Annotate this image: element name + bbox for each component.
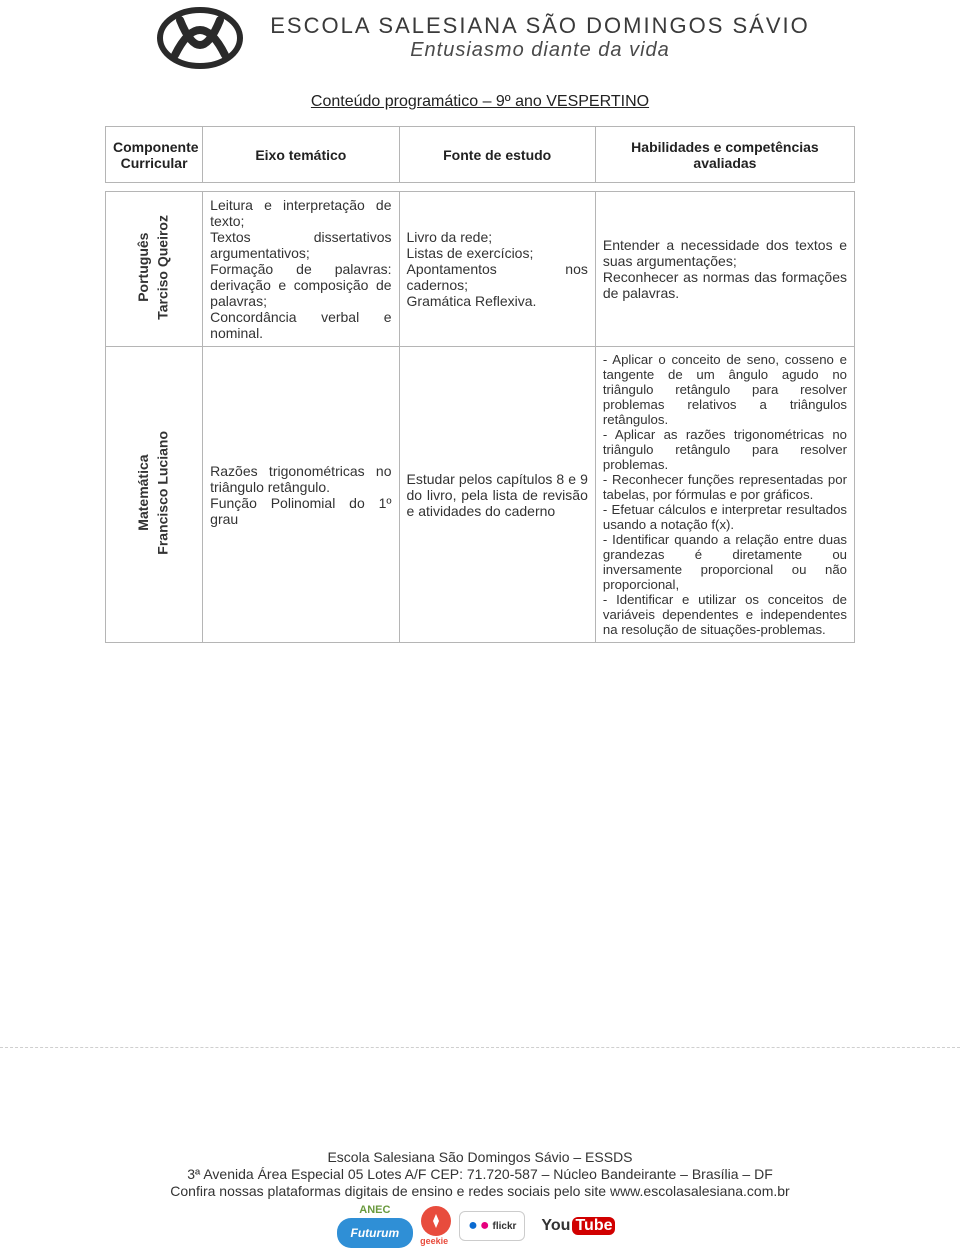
document-title: Conteúdo programático – 9º ano VESPERTIN…: [0, 93, 960, 111]
anec-logo: ANEC: [359, 1204, 390, 1216]
cell-eixo: Leitura e interpretação de texto; Textos…: [203, 192, 399, 347]
footer-line-1: Escola Salesiana São Domingos Sávio – ES…: [0, 1149, 960, 1165]
cell-component: Português Tarciso Queiroz: [106, 192, 203, 347]
curriculum-table-wrap: Componente Curricular Eixo temático Font…: [105, 126, 855, 643]
youtube-you: You: [541, 1217, 570, 1235]
col-habilidades: Habilidades e competências avaliadas: [595, 127, 854, 183]
curriculum-table: Componente Curricular Eixo temático Font…: [105, 126, 855, 643]
header: ESCOLA SALESIANA SÃO DOMINGOS SÁVIO Entu…: [0, 0, 960, 75]
col-fonte: Fonte de estudo: [399, 127, 595, 183]
col-eixo: Eixo temático: [203, 127, 399, 183]
anec-futurum-block: ANEC Futurum: [337, 1204, 414, 1248]
table-row: Matemática Francisco Luciano Razões trig…: [106, 347, 855, 643]
cell-habilidades: Entender a necessidade dos textos e suas…: [595, 192, 854, 347]
school-logo: [150, 0, 250, 75]
component-label: Português Tarciso Queiroz: [134, 215, 173, 320]
school-name: ESCOLA SALESIANA SÃO DOMINGOS SÁVIO: [270, 13, 810, 39]
flickr-logo: ●●flickr: [459, 1211, 525, 1241]
school-slogan: Entusiasmo diante da vida: [270, 39, 810, 62]
geekie-block: geekie: [421, 1206, 451, 1246]
table-row: Português Tarciso Queiroz Leitura e inte…: [106, 192, 855, 347]
youtube-logo: YouTube: [533, 1211, 623, 1241]
geekie-icon: [421, 1206, 451, 1236]
separator-line: [0, 1047, 960, 1048]
footer-line-3: Confira nossas plataformas digitais de e…: [0, 1183, 960, 1199]
school-text-block: ESCOLA SALESIANA SÃO DOMINGOS SÁVIO Entu…: [270, 13, 810, 62]
footer: Escola Salesiana São Domingos Sávio – ES…: [0, 1149, 960, 1248]
col-componente: Componente Curricular: [106, 127, 203, 183]
youtube-tube: Tube: [572, 1217, 615, 1235]
cell-component: Matemática Francisco Luciano: [106, 347, 203, 643]
futurum-logo: Futurum: [337, 1218, 414, 1248]
flickr-dot-pink-icon: ●: [480, 1217, 490, 1235]
cell-eixo: Razões trigonométricas no triângulo retâ…: [203, 347, 399, 643]
component-label: Matemática Francisco Luciano: [134, 431, 173, 555]
cell-fonte: Estudar pelos capítulos 8 e 9 do livro, …: [399, 347, 595, 643]
table-header-row: Componente Curricular Eixo temático Font…: [106, 127, 855, 183]
geekie-label: geekie: [420, 1236, 448, 1246]
page: ESCOLA SALESIANA SÃO DOMINGOS SÁVIO Entu…: [0, 0, 960, 1258]
flickr-dot-blue-icon: ●: [468, 1217, 478, 1235]
footer-logos: ANEC Futurum geekie ●●flickr YouTube: [0, 1204, 960, 1248]
flickr-label: flickr: [493, 1221, 517, 1232]
cell-habilidades: - Aplicar o conceito de seno, cosseno e …: [595, 347, 854, 643]
footer-line-2: 3ª Avenida Área Especial 05 Lotes A/F CE…: [0, 1166, 960, 1182]
cell-fonte: Livro da rede; Listas de exercícios; Apo…: [399, 192, 595, 347]
